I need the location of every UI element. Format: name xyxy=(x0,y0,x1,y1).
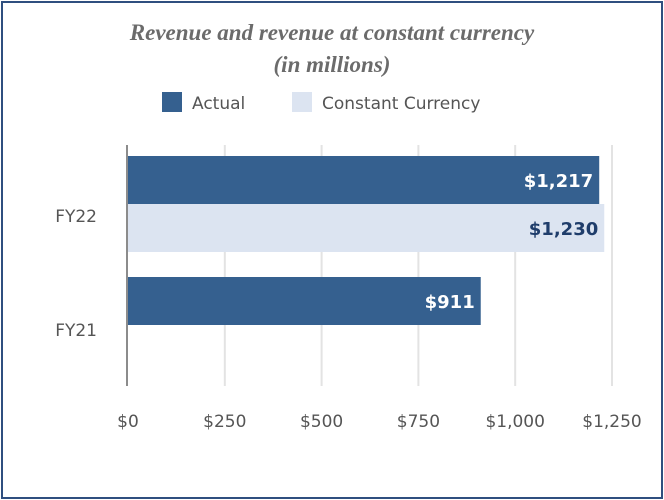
legend-swatch xyxy=(162,92,182,112)
x-tick-label: $500 xyxy=(300,412,343,432)
x-tick-label: $1,000 xyxy=(485,412,544,432)
x-tick-label: $750 xyxy=(397,412,440,432)
data-label: $911 xyxy=(425,292,475,313)
data-label: $1,230 xyxy=(529,219,598,240)
legend-label: Constant Currency xyxy=(322,94,480,114)
bar-constant-currency xyxy=(128,204,605,252)
chart-title: Revenue and revenue at constant currency xyxy=(129,20,535,45)
category-labels: FY22 FY21 xyxy=(55,207,97,341)
data-label: $1,217 xyxy=(524,171,593,192)
gridlines: $0 $250 $500 $750 $1,000 $1,250 xyxy=(117,145,642,432)
bars: $1,217 $1,230 $911 xyxy=(128,156,605,325)
legend-label: Actual xyxy=(192,94,245,114)
chart-subtitle: (in millions) xyxy=(274,52,391,77)
legend-swatch xyxy=(292,92,312,112)
category-label: FY22 xyxy=(55,207,97,227)
category-label: FY21 xyxy=(55,321,97,341)
x-tick-label: $250 xyxy=(203,412,246,432)
legend: Actual Constant Currency xyxy=(162,92,480,114)
x-tick-label: $0 xyxy=(117,412,139,432)
bar-actual xyxy=(128,156,600,204)
bar-actual xyxy=(128,277,481,325)
x-tick-label: $1,250 xyxy=(582,412,641,432)
